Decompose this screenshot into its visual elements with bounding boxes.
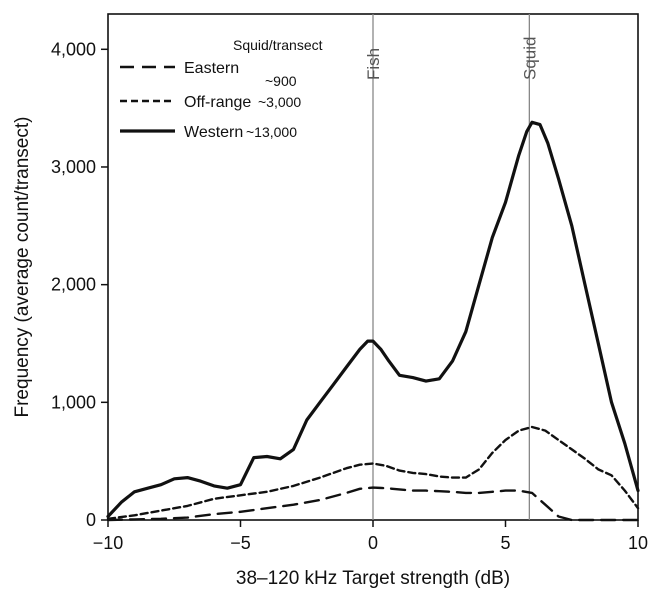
x-axis-title: 38–120 kHz Target strength (dB) — [236, 568, 510, 589]
x-axis: −10 −5 0 5 10 — [93, 520, 648, 553]
y-axis-title: Frequency (average count/transect) — [12, 117, 33, 418]
series-line-western — [106, 120, 640, 519]
series-line-off-range — [106, 425, 640, 520]
legend-header: Squid/transect — [233, 37, 323, 53]
x-tick-label: 10 — [628, 533, 648, 553]
legend-count-western: ~13,000 — [246, 124, 297, 140]
x-tick-label: 0 — [368, 533, 378, 553]
y-tick-label: 3,000 — [51, 157, 96, 177]
legend-label-western: Western — [184, 124, 243, 141]
y-tick-label: 1,000 — [51, 392, 96, 412]
legend-count-eastern: ~900 — [265, 73, 297, 89]
legend-label-off-range: Off-range — [184, 94, 251, 111]
x-tick-label: −5 — [230, 533, 251, 553]
y-axis: 0 1,000 2,000 3,000 4,000 — [51, 39, 108, 530]
x-tick-label: 5 — [500, 533, 510, 553]
legend-label-eastern: Eastern — [184, 60, 239, 77]
reference-label-squid: Squid — [520, 37, 539, 80]
legend-count-off-range: ~3,000 — [258, 94, 301, 110]
series-line-eastern — [106, 486, 640, 522]
x-tick-label: −10 — [93, 533, 124, 553]
reference-label-fish: Fish — [364, 48, 383, 80]
legend: Squid/transect Eastern ~900 Off-range ~3… — [120, 37, 323, 141]
y-tick-label: 0 — [86, 510, 96, 530]
y-tick-label: 2,000 — [51, 275, 96, 295]
reference-lines: Fish Squid — [364, 14, 539, 520]
series-layer — [106, 120, 640, 522]
y-tick-label: 4,000 — [51, 39, 96, 59]
